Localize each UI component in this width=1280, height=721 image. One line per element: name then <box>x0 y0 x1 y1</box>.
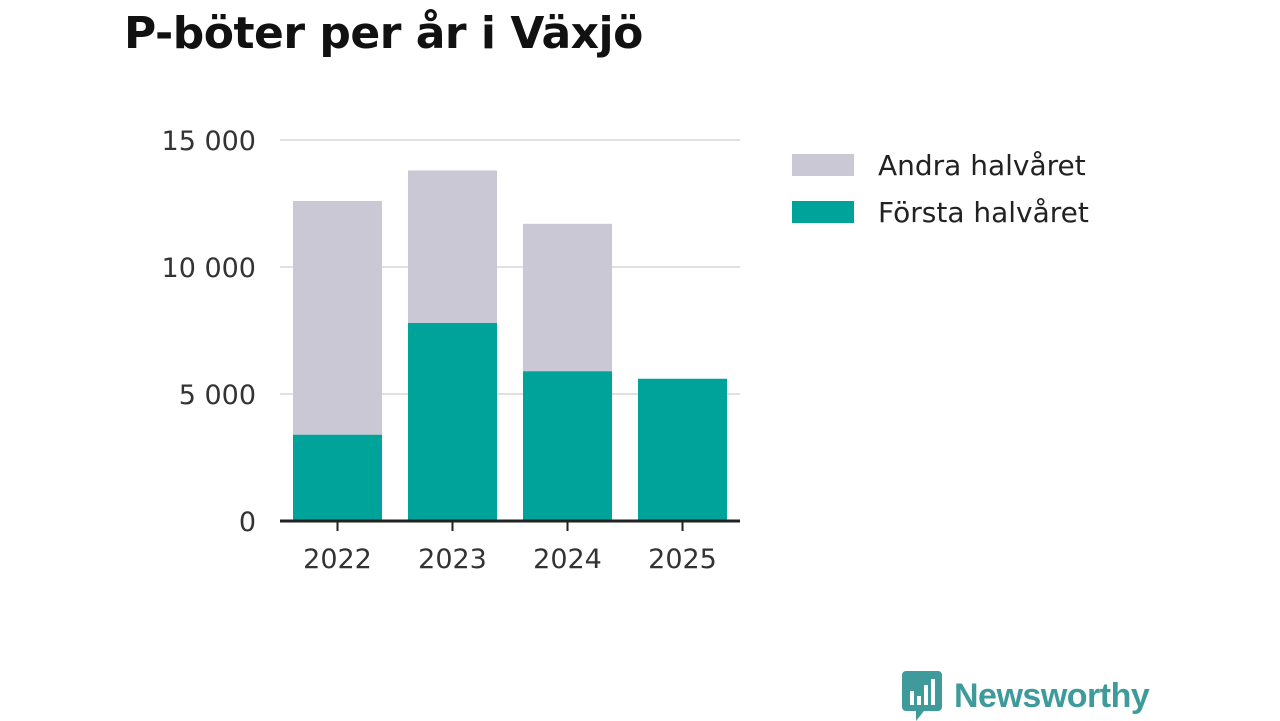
legend-swatch <box>792 154 854 176</box>
y-tick-label: 10 000 <box>162 253 256 284</box>
brand-logo: Newsworthy <box>902 671 1150 721</box>
bar-f-rsta-halv-ret-2024 <box>523 371 612 521</box>
bar-f-rsta-halv-ret-2025 <box>638 378 727 521</box>
legend-label: Första halvåret <box>878 196 1089 229</box>
x-tick-label: 2022 <box>303 544 372 575</box>
y-tick-label: 15 000 <box>162 126 256 157</box>
y-tick-label: 0 <box>239 507 256 538</box>
x-tick-label: 2024 <box>533 544 602 575</box>
bar-andra-halv-ret-2023 <box>408 170 497 323</box>
bar-f-rsta-halv-ret-2023 <box>408 322 497 521</box>
chart-title: P-böter per år i Växjö <box>124 8 643 59</box>
legend-label: Andra halvåret <box>878 149 1086 182</box>
brand-name: Newsworthy <box>954 676 1150 715</box>
bar-f-rsta-halv-ret-2022 <box>293 434 382 521</box>
y-tick-label: 5 000 <box>179 380 256 411</box>
bar-andra-halv-ret-2022 <box>293 200 382 435</box>
bar-andra-halv-ret-2024 <box>523 223 612 372</box>
legend-swatch <box>792 201 854 223</box>
x-tick-label: 2023 <box>418 544 487 575</box>
newsworthy-logo-icon <box>902 671 942 721</box>
x-tick-label: 2025 <box>648 544 717 575</box>
